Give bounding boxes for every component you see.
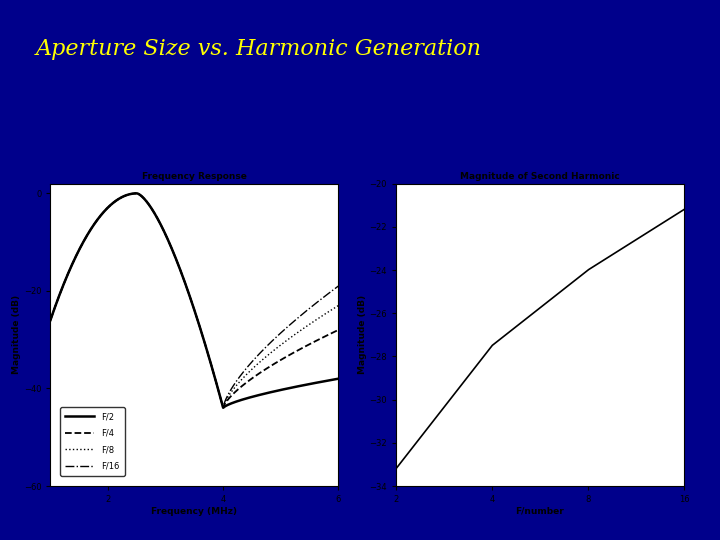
F/2: [174, 260, 182, 266]
Legend: F/2, F/4, F/8, F/16: F/2, F/4, F/8, F/16: [60, 407, 125, 476]
F/2: [132, 190, 141, 197]
Title: Magnitude of Second Harmonic: Magnitude of Second Harmonic: [460, 172, 620, 181]
Line: F/2: F/2: [50, 193, 338, 408]
F/2: [219, 404, 228, 411]
F/4: [334, 327, 343, 333]
F/2: [163, 235, 171, 241]
Line: F/8: F/8: [50, 193, 338, 408]
F/2: [334, 375, 343, 382]
F/8: [46, 317, 55, 323]
Y-axis label: Magnitude (dB): Magnitude (dB): [12, 295, 21, 374]
F/8: [163, 235, 171, 241]
F/16: [76, 245, 84, 252]
F/2: [76, 245, 84, 252]
F/4: [219, 404, 228, 411]
Line: F/16: F/16: [50, 193, 338, 408]
F/16: [219, 404, 228, 411]
F/4: [46, 317, 55, 323]
F/16: [271, 334, 280, 341]
F/4: [276, 357, 285, 363]
F/2: [276, 387, 285, 393]
F/16: [132, 190, 141, 197]
F/8: [334, 302, 343, 309]
Title: Frequency Response: Frequency Response: [142, 172, 247, 181]
F/16: [174, 260, 182, 266]
F/8: [276, 342, 285, 348]
F/8: [244, 369, 253, 375]
F/16: [244, 362, 253, 369]
F/8: [174, 260, 182, 266]
Line: F/4: F/4: [50, 193, 338, 408]
Y-axis label: Magnitude (dB): Magnitude (dB): [358, 295, 366, 374]
F/8: [76, 245, 84, 252]
F/4: [132, 190, 141, 197]
F/4: [271, 360, 280, 366]
F/16: [334, 283, 343, 289]
Text: Aperture Size vs. Harmonic Generation: Aperture Size vs. Harmonic Generation: [36, 38, 482, 60]
F/2: [244, 395, 253, 401]
F/16: [163, 235, 171, 241]
F/4: [163, 235, 171, 241]
F/8: [271, 346, 280, 352]
F/16: [46, 317, 55, 323]
F/2: [46, 317, 55, 323]
F/8: [219, 404, 228, 411]
F/2: [271, 388, 280, 394]
F/16: [276, 330, 285, 336]
F/4: [244, 377, 253, 384]
F/8: [132, 190, 141, 197]
X-axis label: Frequency (MHz): Frequency (MHz): [151, 507, 238, 516]
F/4: [76, 245, 84, 252]
F/4: [174, 260, 182, 266]
X-axis label: F/number: F/number: [516, 507, 564, 516]
